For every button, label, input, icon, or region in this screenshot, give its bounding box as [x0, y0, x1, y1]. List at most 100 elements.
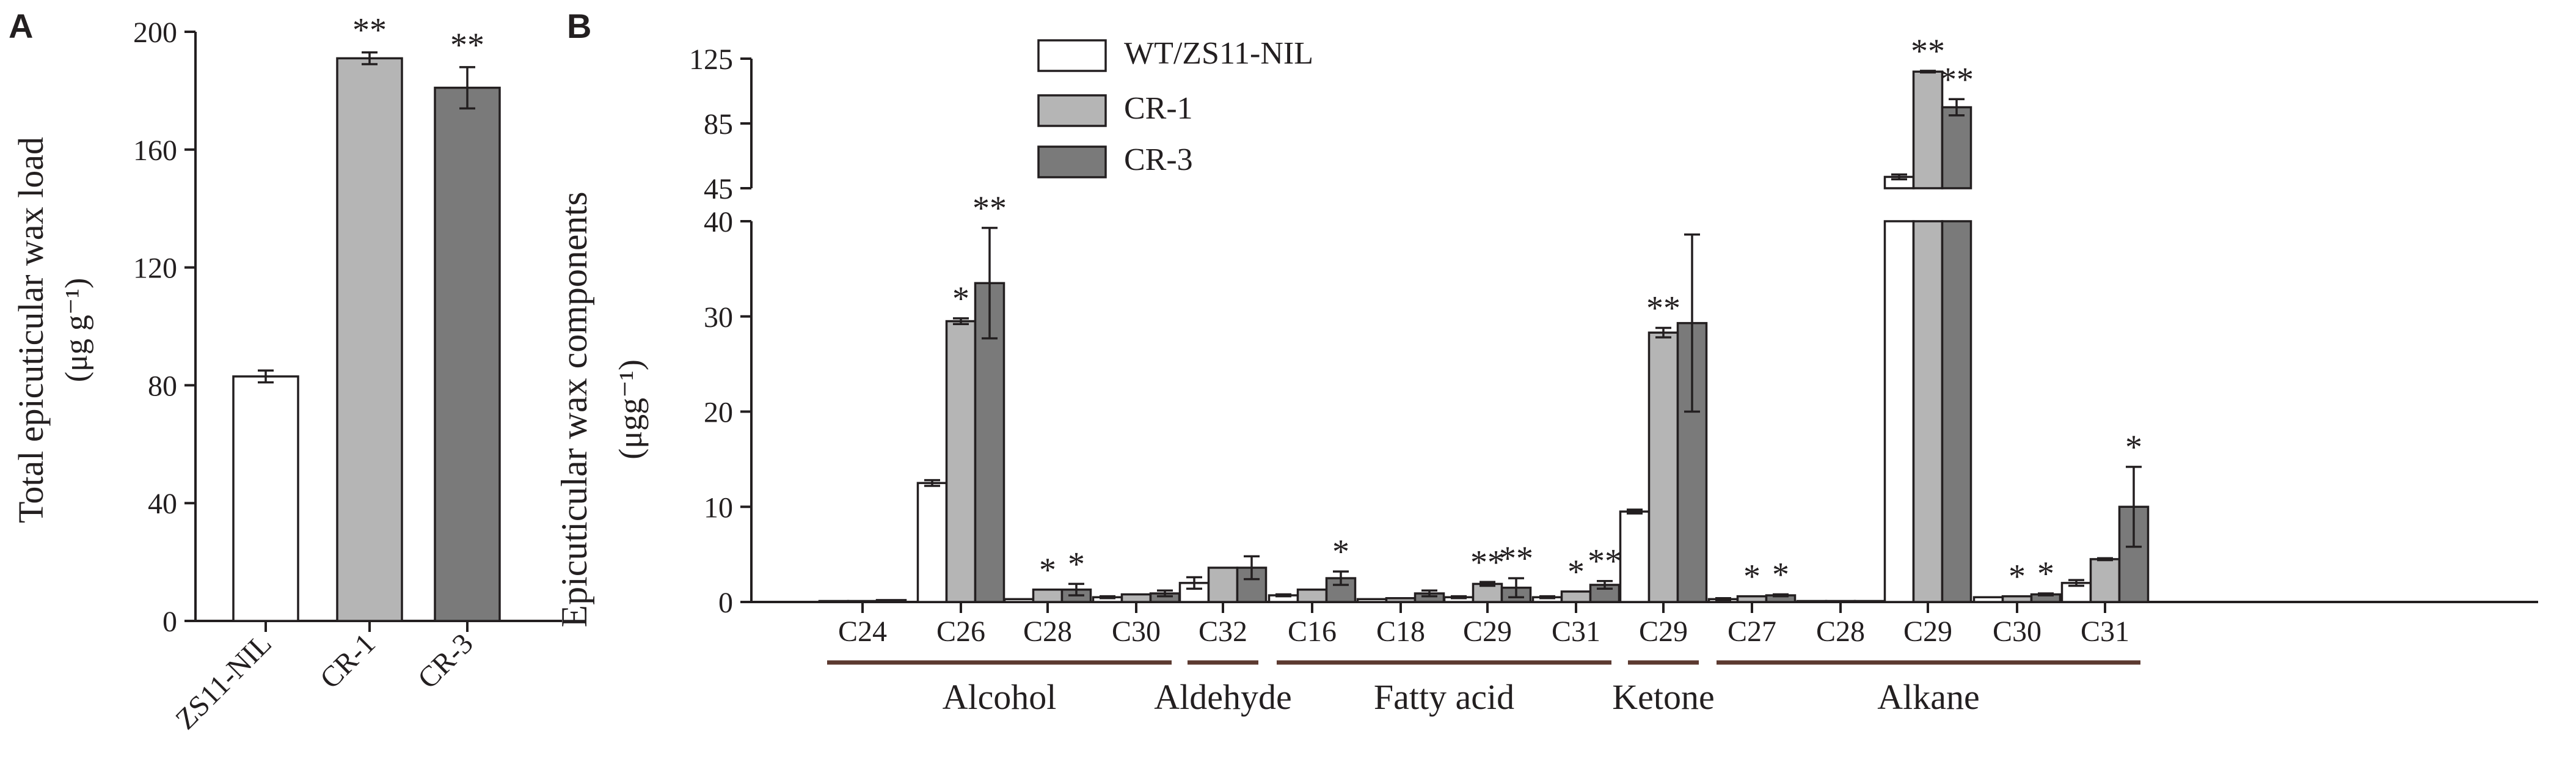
panel-b-group-label: Alkane — [1877, 677, 1980, 717]
panel-b-y-label-unit: (μgg⁻¹) — [612, 359, 649, 460]
panel-b-y-tick-label: 40 — [704, 206, 733, 238]
panel-b-break-gap — [1939, 191, 1974, 219]
panel-b-bar — [2089, 558, 2121, 603]
panel-b-bar — [1356, 598, 1388, 603]
legend-label: WT/ZS11-NIL — [1124, 36, 1313, 71]
panel-a-bar — [336, 57, 403, 622]
panel-b-y-tick-label-upper: 45 — [704, 173, 733, 205]
panel-a-y-tick-label: 160 — [133, 134, 177, 167]
panel-a-x-tick-label: CR-1 — [314, 627, 382, 695]
panel-b-bar-lower — [1912, 220, 1944, 603]
panel-b-break-gap — [1911, 191, 1945, 219]
legend-swatch — [1037, 94, 1107, 127]
panel-b-significance: ** — [1470, 543, 1505, 581]
panel-b-bar — [1736, 595, 1768, 603]
panel-b-x-tick-label: C27 — [1728, 615, 1776, 648]
panel-b-label: B — [567, 7, 591, 45]
panel-b-bar — [1385, 597, 1417, 603]
panel-a-y-tick-label: 80 — [148, 370, 177, 402]
panel-b-x-tick-label: C16 — [1288, 615, 1337, 648]
panel-a-significance: ** — [352, 12, 387, 50]
panel-b-significance: * — [1332, 533, 1349, 571]
panel-a-x-tick-label: ZS11-NIL — [169, 627, 278, 736]
panel-b-bar — [1032, 589, 1064, 603]
legend-label: CR-3 — [1124, 142, 1193, 177]
panel-b-x-tick-label: C28 — [1816, 615, 1865, 648]
panel-b-bar — [1325, 577, 1357, 603]
legend-label: CR-1 — [1124, 91, 1193, 126]
panel-a-label: A — [9, 7, 33, 45]
panel-b-y-label: Epicuticular wax components — [554, 191, 594, 627]
panel-b-bar — [1207, 567, 1239, 603]
panel-b-significance: * — [1068, 545, 1085, 583]
panel-b-bar — [1853, 600, 1885, 603]
panel-b-significance: * — [2009, 558, 2026, 596]
panel-b-bar — [847, 600, 878, 603]
panel-a-y-label-unit: (μg g⁻¹) — [59, 278, 94, 383]
panel-b-x-tick-label: C29 — [1463, 615, 1512, 648]
panel-a-y-tick-label: 40 — [148, 488, 177, 520]
panel-b-significance: ** — [1588, 543, 1622, 581]
panel-b-significance: ** — [1646, 289, 1680, 327]
panel-b-bar — [945, 320, 977, 603]
panel-b-y-tick-label-upper: 85 — [704, 108, 733, 141]
panel-b-significance: ** — [1939, 61, 1974, 98]
panel-b-group-label: Ketone — [1612, 677, 1715, 717]
panel-b-y-tick-label: 20 — [704, 397, 733, 429]
panel-b-bar-upper — [1941, 106, 1972, 189]
panel-b-bar — [1003, 598, 1035, 603]
panel-b-y-tick-label: 10 — [704, 491, 733, 524]
panel-b-significance: * — [2037, 555, 2054, 593]
panel-b-bar — [1825, 600, 1856, 603]
panel-b-significance: * — [1039, 551, 1056, 589]
panel-b-break-gap — [1882, 191, 1916, 219]
panel-b-significance: * — [952, 280, 969, 318]
panel-b-y-tick-label-upper: 125 — [689, 43, 733, 76]
panel-a-x-tick-label: CR-3 — [412, 627, 480, 695]
legend-swatch — [1037, 39, 1107, 72]
panel-b-x-tick-label: C29 — [1639, 615, 1688, 648]
panel-b-bar — [1796, 600, 1828, 603]
panel-a-y-label: Total epicuticular wax load — [11, 137, 51, 523]
panel-b-bar — [1647, 331, 1679, 603]
panel-b-bar — [2001, 595, 2033, 603]
panel-b-x-tick-label: C31 — [1552, 615, 1600, 648]
panel-b-significance: * — [1743, 558, 1761, 596]
panel-b-x-tick-label: C24 — [838, 615, 887, 648]
panel-b-x-tick-label: C26 — [936, 615, 985, 648]
panel-a-y-tick-label: 0 — [162, 606, 177, 638]
panel-b-bar — [1560, 590, 1592, 603]
panel-b-x-tick-label: C30 — [1993, 615, 2041, 648]
panel-b-group-label: Fatty acid — [1374, 677, 1514, 717]
panel-b-significance: * — [1567, 553, 1585, 591]
panel-b-bar — [1972, 596, 2004, 603]
panel-b-group-label: Aldehyde — [1154, 677, 1292, 717]
panel-a-y-tick-label: 200 — [133, 17, 177, 49]
panel-b-group-label: Alcohol — [943, 677, 1057, 717]
panel-b-bar — [1296, 589, 1328, 603]
panel-b-x-tick-label: C18 — [1376, 615, 1425, 648]
panel-b-bar-upper — [1912, 70, 1944, 189]
panel-b-bar — [1619, 510, 1651, 603]
panel-b-x-tick-label: C28 — [1023, 615, 1072, 648]
panel-b-bar-lower — [1883, 220, 1915, 603]
panel-b-x-tick-label: C30 — [1112, 615, 1161, 648]
panel-b-x-tick-label: C31 — [2081, 615, 2129, 648]
panel-b-bar — [916, 482, 948, 603]
panel-b-significance: ** — [1499, 540, 1533, 578]
panel-a-bar — [434, 86, 501, 622]
panel-b-y-tick-label: 30 — [704, 301, 733, 334]
panel-b-significance: ** — [1911, 32, 1945, 70]
panel-a-significance: ** — [450, 26, 484, 64]
panel-b-significance: ** — [972, 189, 1007, 227]
legend-swatch — [1037, 145, 1107, 178]
panel-b-bar — [1120, 593, 1152, 603]
panel-b-y-tick-label: 0 — [718, 587, 733, 619]
panel-a-bar — [232, 375, 299, 622]
panel-b-bar-lower — [1941, 220, 1972, 603]
panel-b-bar — [875, 599, 907, 603]
panel-b-significance: * — [1772, 556, 1789, 594]
panel-b-significance: * — [2125, 428, 2142, 466]
